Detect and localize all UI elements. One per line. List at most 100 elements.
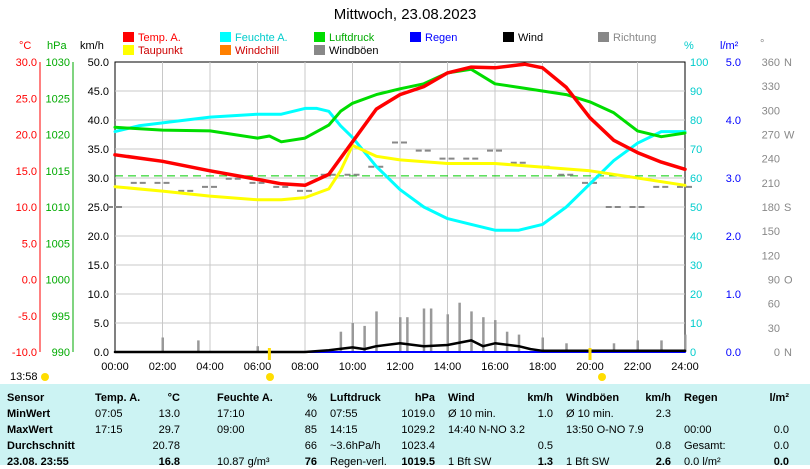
legend-item-wind: Wind <box>503 32 543 44</box>
table-cell: Ø 10 min. <box>566 408 614 420</box>
gust-bar <box>565 343 568 352</box>
rain-tick-label: 3.0 <box>726 173 741 185</box>
humidity-tick-label: 50 <box>690 202 702 214</box>
legend-label: Taupunkt <box>138 45 183 57</box>
table-cell: 0.8 <box>655 440 671 452</box>
table-header-cell: hPa <box>414 392 435 404</box>
humidity-tick-label: 100 <box>690 57 708 69</box>
gust-bar <box>197 340 200 352</box>
pressure-tick-label: 1000 <box>46 275 70 287</box>
direction-tick-label: 360 <box>762 57 780 69</box>
humidity-tick-label: 70 <box>690 144 702 156</box>
chart-title: Mittwoch, 23.08.2023 <box>333 6 477 23</box>
dewpoint-line <box>113 143 687 202</box>
gust-bar <box>406 317 409 352</box>
table-cell: 07:05 <box>95 408 123 420</box>
table-cell: 0.0 <box>773 456 789 468</box>
wind-line <box>113 339 687 354</box>
pressure-tick-label: 1030 <box>46 57 70 69</box>
direction-letter: N <box>784 347 792 359</box>
gust-bar <box>470 311 473 352</box>
gust-bar <box>161 337 164 352</box>
table-cell: 1.0 <box>537 408 553 420</box>
unit-direction: ° <box>760 38 765 50</box>
table-header-cell: km/h <box>645 392 671 404</box>
gust-bar <box>375 311 378 352</box>
table-cell: Regen-verl. <box>330 456 387 468</box>
temperature-line <box>113 62 687 188</box>
x-tick-label: 14:00 <box>434 361 462 373</box>
table-header-cell: Feuchte A. <box>217 392 273 404</box>
temp-tick-label: 30.0 <box>16 57 37 69</box>
x-tick-label: 02:00 <box>149 361 177 373</box>
table-cell: 85 <box>304 424 317 436</box>
table-cell: 40 <box>304 408 317 420</box>
direction-tick-label: 150 <box>762 226 780 238</box>
gust-bar <box>494 320 497 352</box>
gust-bar <box>612 343 616 352</box>
wind-tick-label: 40.0 <box>88 115 109 127</box>
unit-pressure: hPa <box>47 40 67 52</box>
direction-tick-label: 270 <box>762 130 780 142</box>
legend-swatch <box>220 45 231 55</box>
legend-swatch <box>220 32 231 42</box>
rain-tick-label: 2.0 <box>726 231 741 243</box>
pressure-tick-label: 1010 <box>46 202 70 214</box>
table-cell: 0.0 <box>773 424 789 436</box>
table-header-cell: Temp. A. <box>95 392 141 404</box>
direction-tick-label: 120 <box>762 250 780 262</box>
legend-item-dewpoint: Taupunkt <box>123 45 183 57</box>
x-tick-label: 22:00 <box>624 361 652 373</box>
gust-bar <box>684 334 687 352</box>
humidity-tick-label: 90 <box>690 86 702 98</box>
table-cell: 16.8 <box>158 456 180 468</box>
table-cell: 1 Bft SW <box>448 456 492 468</box>
direction-tick-label: 240 <box>762 154 780 166</box>
table-cell: 1019.5 <box>401 456 435 468</box>
table-header-cell: °C <box>167 392 180 404</box>
gust-bar <box>541 337 544 352</box>
legend-label: Feuchte A. <box>235 32 288 44</box>
legend-label: Regen <box>425 32 458 44</box>
legend-item-rain: Regen <box>410 32 457 44</box>
table-cell: 14:15 <box>330 424 358 436</box>
rain-tick-label: 0.0 <box>726 347 741 359</box>
x-tick-label: 06:00 <box>244 361 272 373</box>
direction-tick-label: 180 <box>762 202 780 214</box>
legend-label: Richtung <box>613 32 657 44</box>
table-header-cell: Windböen <box>566 392 620 404</box>
legend-swatch <box>314 45 325 55</box>
pressure-tick-label: 995 <box>52 311 70 323</box>
x-tick-label: 04:00 <box>196 361 224 373</box>
gust-bar <box>429 308 433 352</box>
table-cell: Ø 10 min. <box>448 408 496 420</box>
humidity-tick-label: 10 <box>690 318 702 330</box>
temp-tick-label: 20.0 <box>16 130 37 142</box>
weather-chart: 30.025.020.015.010.05.00.0-5.0-10.010301… <box>12 57 795 381</box>
wind-tick-label: 35.0 <box>88 144 109 156</box>
humidity-tick-label: 80 <box>690 115 702 127</box>
temp-tick-label: -10.0 <box>12 347 37 359</box>
legend-item-windchill: Windchill <box>220 45 279 57</box>
unit-humidity: % <box>684 40 694 52</box>
humidity-tick-label: 40 <box>690 231 702 243</box>
table-cell: 13:50 O-NO 7.9 <box>566 424 644 436</box>
unit-temp: °C <box>19 40 32 52</box>
legend-swatch <box>410 32 421 42</box>
rain-tick-label: 1.0 <box>726 289 741 301</box>
gust-bar <box>339 331 343 352</box>
x-tick-label: 12:00 <box>386 361 414 373</box>
sun-icon <box>266 373 274 381</box>
unit-rain: l/m² <box>720 40 739 52</box>
legend-label: Temp. A. <box>138 32 181 44</box>
legend-swatch <box>503 32 514 42</box>
legend-label: Wind <box>518 32 544 44</box>
legend-item-humidity: Feuchte A. <box>220 32 288 44</box>
pressure-tick-label: 1025 <box>46 93 70 105</box>
x-tick-label: 16:00 <box>481 361 509 373</box>
legend-label: Windböen <box>329 45 379 57</box>
direction-tick-label: 330 <box>762 81 780 93</box>
pressure-tick-label: 1020 <box>46 130 70 142</box>
direction-letter: W <box>784 130 795 142</box>
table-cell: 29.7 <box>158 424 180 436</box>
